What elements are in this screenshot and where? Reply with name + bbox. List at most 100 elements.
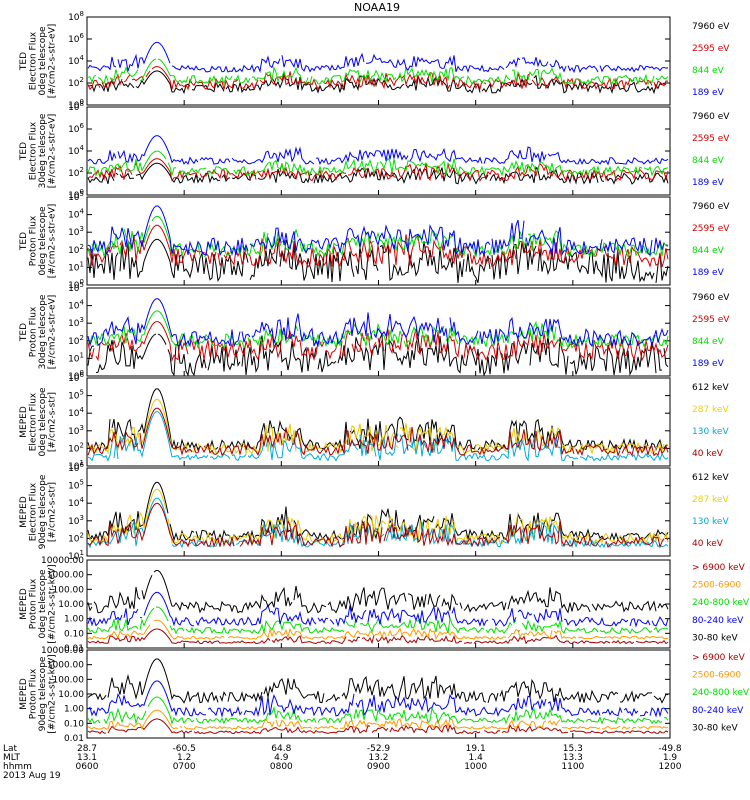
y-axis-label: TEDElectron Flux30deg telescope[#/cm2-s-… [19, 113, 58, 188]
legend-label: 612 keV [692, 383, 729, 393]
legend-label: 40 keV [692, 449, 724, 459]
series-trace [87, 158, 669, 182]
series-trace [87, 606, 669, 635]
y-tick-label: 102 [68, 166, 84, 179]
series-trace [87, 41, 669, 74]
legend-label: 80-240 keV [692, 706, 744, 716]
legend-label: 2595 eV [692, 134, 730, 144]
legend-label: 287 keV [692, 495, 729, 505]
y-tick-label: 0.01 [64, 644, 84, 654]
legend-label: 189 eV [692, 359, 725, 369]
y-tick-label: 100.00 [53, 675, 85, 685]
footer-tick-label: -60.5 [173, 744, 196, 754]
y-tick-label: 10000.00 [41, 646, 84, 656]
y-tick-label: 1000.00 [47, 661, 84, 671]
legend-label: 844 eV [692, 246, 725, 256]
y-tick-label: 104 [68, 299, 84, 312]
series-trace [87, 205, 669, 257]
footer-tick-label: 4.9 [274, 753, 289, 763]
legend-label: 7960 eV [692, 22, 730, 32]
footer-tick-label: -49.8 [658, 744, 682, 754]
footer-tick-label: 1200 [659, 762, 682, 772]
y-axis-label: MEPEDElectron Flux90deg telescope[#/cm2-… [19, 474, 58, 549]
y-tick-label: 101 [68, 351, 84, 364]
y-tick-label: 1000.00 [47, 571, 84, 581]
y-axis-label: TEDProton Flux0deg telescope[#/cm2-s-str… [19, 204, 58, 279]
series-trace [87, 224, 669, 268]
legend-label: 844 eV [692, 66, 725, 76]
legend-label: 2500-6900 [692, 581, 741, 591]
footer-row-label: Lat [3, 744, 18, 754]
y-axis-label: TEDElectron Flux0deg telescope[#/cm2-s-s… [19, 24, 58, 99]
footer-tick-label: 0600 [76, 762, 99, 772]
legend-label: 2500-6900 [692, 671, 741, 681]
series-trace [87, 135, 669, 166]
y-tick-label: 102 [68, 334, 84, 347]
series-trace [87, 570, 669, 614]
y-tick-label: 104 [68, 496, 84, 509]
series-trace [87, 321, 669, 363]
y-tick-label: 10.00 [58, 690, 84, 700]
y-tick-label: 100.00 [53, 585, 85, 595]
footer-tick-label: 64.8 [271, 744, 291, 754]
footer-tick-label: 13.3 [563, 753, 583, 763]
footer-tick-label: 0800 [270, 762, 293, 772]
y-tick-label: 104 [68, 406, 84, 419]
y-tick-label: 101 [68, 260, 84, 273]
y-tick-label: 102 [68, 243, 84, 256]
footer-tick-label: -52.9 [367, 744, 391, 754]
series-trace [87, 658, 669, 704]
series-trace [87, 162, 669, 185]
footer-group: Lat 28.7 -60.5 64.8 -52.9 19.1 15.3 -49.8 MLT 13.… [3, 744, 682, 781]
legend-label: 80-240 keV [692, 616, 744, 626]
y-tick-label: 1.00 [64, 615, 84, 625]
legend-label: 240-800 keV [692, 688, 750, 698]
y-axis-label: MEPEDProton Flux0deg telescope[#/cm2-s-s… [19, 564, 58, 643]
y-axis-label: MEPEDElectron Flux0deg telescope[#/cm2-s… [19, 387, 58, 457]
legend-label: 844 eV [692, 156, 725, 166]
footer-tick-label: 15.3 [563, 744, 583, 754]
legend-label: 30-80 keV [692, 633, 738, 643]
y-tick-label: 102 [68, 441, 84, 454]
figure-title: NOAA19 [354, 1, 400, 14]
y-tick-label: 105 [68, 389, 84, 402]
series-trace [87, 709, 669, 730]
legend-label: 2595 eV [692, 44, 730, 54]
y-tick-label: 104 [68, 54, 84, 67]
footer-tick-label: 28.7 [77, 744, 97, 754]
footer-tick-label: 19.1 [466, 744, 486, 754]
series-trace [87, 388, 669, 452]
footer-row-label: MLT [3, 753, 21, 763]
legend-label: 287 keV [692, 405, 729, 415]
series-trace [87, 298, 669, 348]
footer-tick-label: 1000 [464, 762, 487, 772]
y-tick-label: 103 [68, 316, 84, 329]
footer-tick-label: 13.2 [368, 753, 388, 763]
footer-tick-label: 1.2 [177, 753, 191, 763]
panel-8: 10000.00 1000.00 100.00 10.00 1.00 0.10 0.01 ME… [19, 646, 750, 744]
legend-label: 7960 eV [692, 202, 730, 212]
y-tick-label: 108 [68, 10, 84, 23]
y-axis-label: TEDProton Flux30deg telescope[#/cm2-s-st… [19, 294, 58, 369]
y-tick-label: 0.01 [64, 734, 84, 744]
y-tick-label: 0.10 [64, 629, 84, 639]
y-tick-label: 10000.00 [41, 556, 84, 566]
legend-label: 189 eV [692, 268, 725, 278]
legend-label: 2595 eV [692, 315, 730, 325]
legend-label: > 6900 keV [692, 563, 746, 573]
series-trace [87, 407, 669, 458]
panel-frame [86, 559, 671, 649]
legend-label: 612 keV [692, 473, 729, 483]
footer-date: 2013 Aug 19 [3, 771, 61, 781]
series-trace [87, 680, 669, 718]
legend-label: 844 eV [692, 337, 725, 347]
series-trace [87, 628, 669, 645]
y-axis-label: MEPEDProton Flux90deg telescope[#/cm2-s-… [19, 654, 58, 733]
y-tick-label: 103 [68, 424, 84, 437]
legend-label: > 6900 keV [692, 653, 746, 663]
y-tick-label: 102 [68, 531, 84, 544]
